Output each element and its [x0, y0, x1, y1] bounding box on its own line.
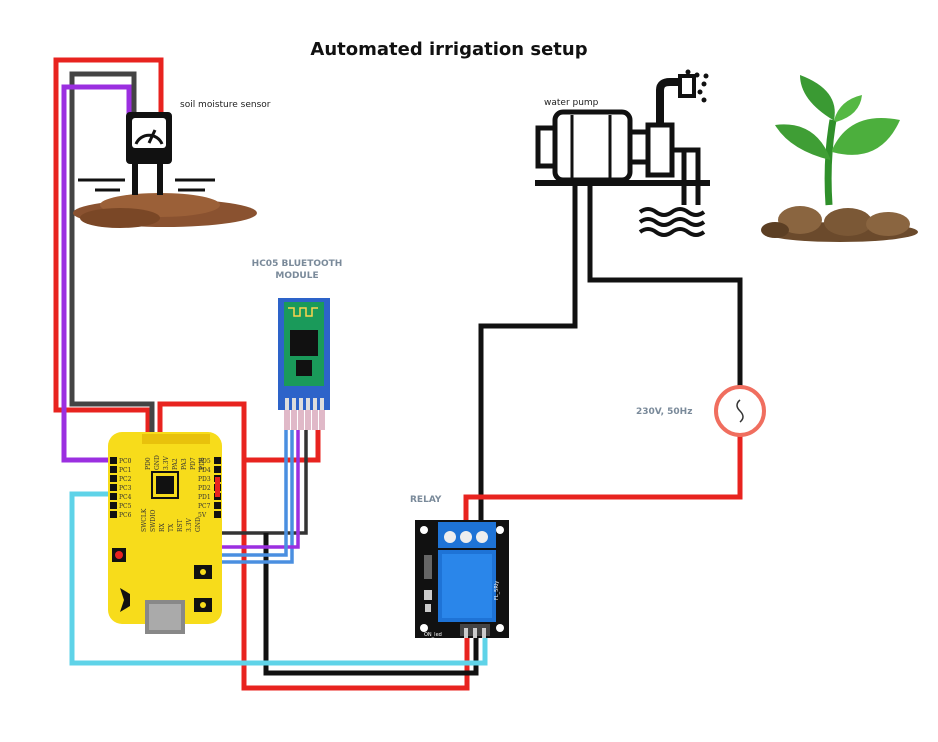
board-pin-top-2: 3.3V — [163, 455, 170, 470]
board-pin-right-1: PD4 — [198, 467, 211, 474]
board-pin-top-3: PA2 — [172, 458, 179, 470]
board-pin-bottom-4: RST — [177, 519, 184, 532]
board-pin-labels: PC0 PC1 PC2 PC3 PC4 PC5 PC6 PD5 PD4 PD3 PD2 PD1 PC7 5… — [119, 455, 211, 532]
board-pin-left-pc0: PC0 — [119, 458, 132, 465]
board-pin-bottom-2: RX — [159, 522, 166, 532]
board-pin-left-pc5: PC5 — [119, 503, 132, 510]
board-pin-top-0: PD0 — [145, 457, 152, 470]
board-pin-left-pc6: PC6 — [119, 512, 132, 519]
wire-pump-relay — [478, 172, 578, 540]
board-pin-bottom-0: SWCLK — [141, 508, 148, 532]
diagram-title: Automated irrigation setup — [310, 39, 587, 60]
relay-led-label: ON_led — [424, 632, 442, 638]
ac-source-icon — [714, 385, 766, 437]
relay-module: FL_5Rly ON_led — [415, 520, 509, 638]
bt-label-line1: HC05 BLUETOOTH — [252, 259, 343, 269]
plant-icon — [761, 75, 918, 242]
board-pin-top-5: PD7 — [190, 457, 197, 470]
board-pin-left-pc2: PC2 — [119, 476, 132, 483]
board-pin-right-4: PD1 — [198, 494, 211, 501]
board-pin-bottom-3: TX — [168, 523, 175, 532]
board-pin-right-3: PD2 — [198, 485, 211, 492]
board-pin-right-0: PD5 — [198, 458, 211, 465]
relay-chip-label: FL_5Rly — [494, 581, 500, 600]
soil-sensor-label: soil moisture sensor — [180, 100, 271, 110]
microcontroller-board — [108, 432, 222, 634]
bluetooth-module — [278, 298, 330, 430]
board-pin-right-2: PD3 — [198, 476, 211, 483]
board-pin-top-6: PD6 — [199, 457, 206, 470]
water-pump-label: water pump — [544, 98, 599, 108]
wire-relay-signal — [69, 491, 488, 666]
water-pump-icon — [535, 69, 710, 237]
mains-label: 230V, 50Hz — [636, 407, 692, 417]
wire-relay-gnd — [263, 533, 479, 676]
board-pin-bottom-5: 3.3V — [186, 517, 193, 532]
board-pin-bottom-1: SWDIO — [150, 510, 157, 532]
board-pin-top-4: PA3 — [181, 458, 188, 470]
relay-label: RELAY — [410, 495, 442, 505]
board-pin-left-pc4: PC4 — [119, 494, 132, 501]
wire-pump-mains — [587, 172, 743, 388]
wire-bt-vcc — [157, 401, 321, 463]
bt-label-line2: MODULE — [275, 271, 318, 281]
wire-sensor-signal — [61, 84, 132, 463]
board-pin-right-5: PC7 — [198, 503, 211, 510]
board-pin-top-1: GND — [154, 455, 161, 470]
wire-mains-relay — [463, 434, 743, 540]
wire-sensor-gnd — [69, 71, 155, 432]
board-pin-left-pc1: PC1 — [119, 467, 131, 474]
wire-sensor-vcc — [53, 57, 164, 432]
board-pin-right-6: 5V — [198, 512, 207, 519]
board-pin-bottom-6: GND — [195, 517, 202, 532]
soil-sensor-icon — [73, 112, 257, 228]
board-pin-left-pc3: PC3 — [119, 485, 132, 492]
